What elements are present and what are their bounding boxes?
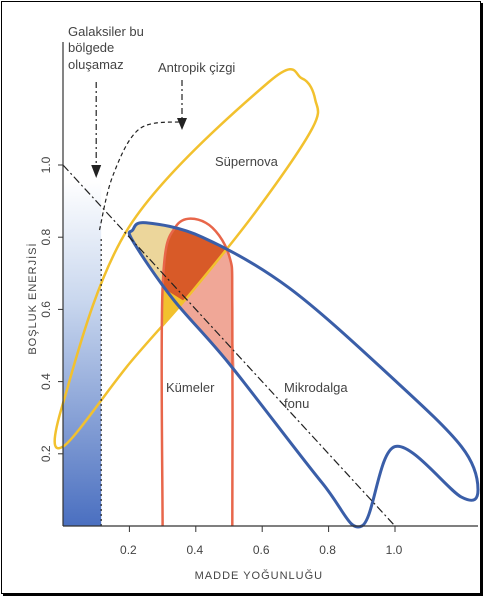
flat-universe-line: [62, 164, 396, 527]
sn-cluster-wedge: [162, 287, 186, 324]
clusters-contour: [160, 217, 234, 527]
no-galaxy-region: [63, 179, 102, 526]
cmb-label: Mikrodalga fonu: [284, 380, 348, 413]
anthropic-arrow-head: [177, 118, 187, 130]
cmb-label-line-1: Mikrodalga: [284, 380, 348, 395]
x-tick-label-2: 0.6: [253, 543, 270, 557]
galaxies-label-line-3: oluşamaz: [68, 56, 124, 72]
x-tick-label-3: 0.8: [319, 543, 336, 557]
y-tick-label-0: 0.2: [39, 445, 53, 462]
supernova-contour: [53, 68, 320, 450]
galaxies-label-line-2: bölgede: [68, 40, 115, 56]
y-axis-label: BOŞLUK ENERJİSİ: [26, 242, 39, 354]
galaxies-arrow-head: [91, 165, 102, 178]
y-tick-label-3: 0.8: [39, 229, 53, 246]
x-tick-label-0: 0.2: [120, 543, 137, 557]
cmb-contour: [127, 221, 480, 529]
cmb-label-line-2: fonu: [284, 396, 310, 412]
y-tick-label-1: 0.4: [39, 373, 53, 390]
galaxies-label: Galaksiler bu bölgede oluşamaz: [68, 24, 144, 73]
x-axis-label: MADDE YOĞUNLUĞU: [195, 569, 323, 582]
y-tick-label-4: 1.0: [39, 156, 53, 173]
clusters-label: Kümeler: [166, 380, 215, 395]
y-tick-label-2: 0.6: [39, 301, 53, 318]
antropik-çizgi-line: [98, 121, 183, 231]
anthropic-label: Antropik çizgi: [158, 60, 236, 75]
x-tick-label-1: 0.4: [186, 543, 203, 557]
supernova-label: Süpernova: [215, 154, 278, 169]
galaxies-label-line-1: Galaksiler bu: [68, 24, 144, 39]
x-tick-label-4: 1.0: [386, 543, 403, 557]
